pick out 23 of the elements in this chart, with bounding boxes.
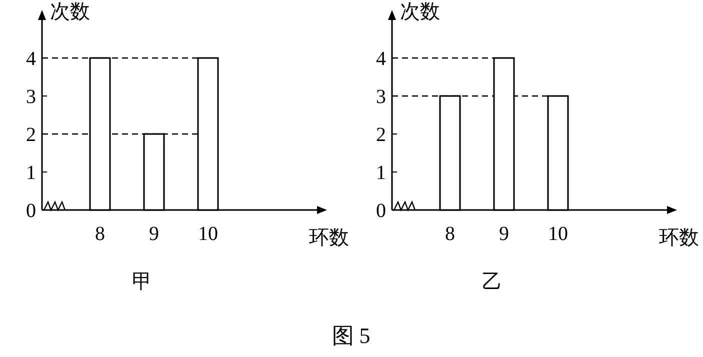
y-tick-label: 2 [26, 124, 36, 146]
y-tick-label: 4 [376, 48, 386, 70]
y-tick-label: 0 [26, 200, 36, 222]
x-tick-label: 8 [95, 223, 105, 245]
y-tick-label: 3 [26, 86, 36, 108]
y-axis-title: 次数 [400, 1, 440, 23]
y-tick-label: 1 [376, 162, 386, 184]
x-axis-title: 环数 [659, 227, 699, 249]
x-tick-label: 8 [445, 223, 455, 245]
y-tick-label: 1 [26, 162, 36, 184]
y-tick-label: 3 [376, 86, 386, 108]
text: 乙 [482, 271, 502, 293]
y-tick-label: 0 [376, 200, 386, 222]
y-tick-label: 4 [26, 48, 36, 70]
text: 甲 [132, 271, 152, 293]
y-tick-label: 2 [376, 124, 386, 146]
y-axis-title: 次数 [50, 1, 90, 23]
x-tick-label: 9 [149, 223, 159, 245]
x-tick-label: 9 [499, 223, 509, 245]
x-axis-title: 环数 [309, 227, 349, 249]
x-tick-label: 10 [548, 223, 568, 245]
caption: 图 5 [332, 323, 370, 348]
x-tick-label: 10 [198, 223, 218, 245]
